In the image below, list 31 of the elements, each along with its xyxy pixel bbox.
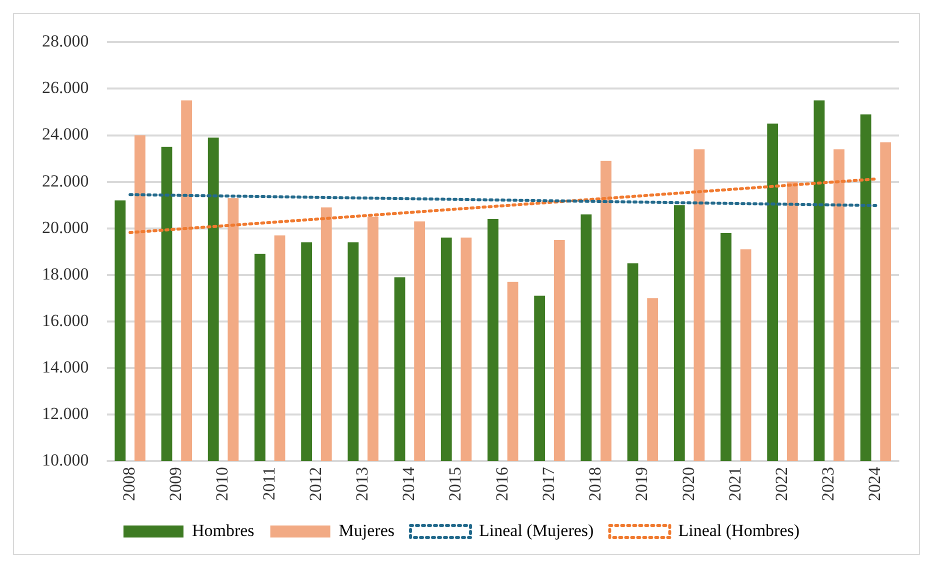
x-tick-label: 2023 [818, 467, 838, 501]
y-tick-label: 10.000 [42, 450, 89, 470]
y-tick-label: 24.000 [42, 124, 89, 144]
y-tick-label: 20.000 [42, 218, 89, 237]
x-tick-label: 2014 [399, 466, 418, 501]
y-tick-label: 16.000 [42, 310, 89, 330]
x-tick-label: 2016 [492, 467, 512, 501]
x-tick-label: 2019 [632, 467, 652, 501]
y-tick-label: 28.000 [42, 32, 89, 51]
legend-label: Mujeres [338, 520, 395, 540]
x-tick-label: 2013 [352, 467, 372, 501]
x-tick-label: 2018 [586, 467, 605, 501]
y-tick-label: 12.000 [42, 404, 89, 423]
x-tick-label: 2017 [538, 466, 558, 501]
x-tick-label: 2015 [446, 467, 465, 501]
x-tick-label: 2022 [772, 467, 791, 501]
x-tick-label: 2021 [725, 467, 744, 501]
x-tick-label: 2024 [865, 466, 884, 501]
legend-label: Hombres [192, 520, 254, 540]
x-tick-label: 2008 [120, 467, 139, 501]
x-tick-label: 2012 [306, 467, 325, 501]
legend-label: Lineal (Hombres) [678, 520, 800, 540]
x-tick-label: 2020 [678, 467, 698, 501]
x-tick-label: 2010 [212, 467, 232, 501]
y-tick-label: 18.000 [42, 264, 89, 284]
y-tick-label: 22.000 [42, 171, 89, 190]
y-tick-label: 14.000 [42, 357, 89, 376]
legend-label: Lineal (Mujeres) [479, 520, 594, 540]
y-tick-label: 26.000 [42, 78, 89, 98]
x-tick-label: 2011 [259, 467, 278, 500]
x-tick-label: 2009 [166, 467, 186, 501]
